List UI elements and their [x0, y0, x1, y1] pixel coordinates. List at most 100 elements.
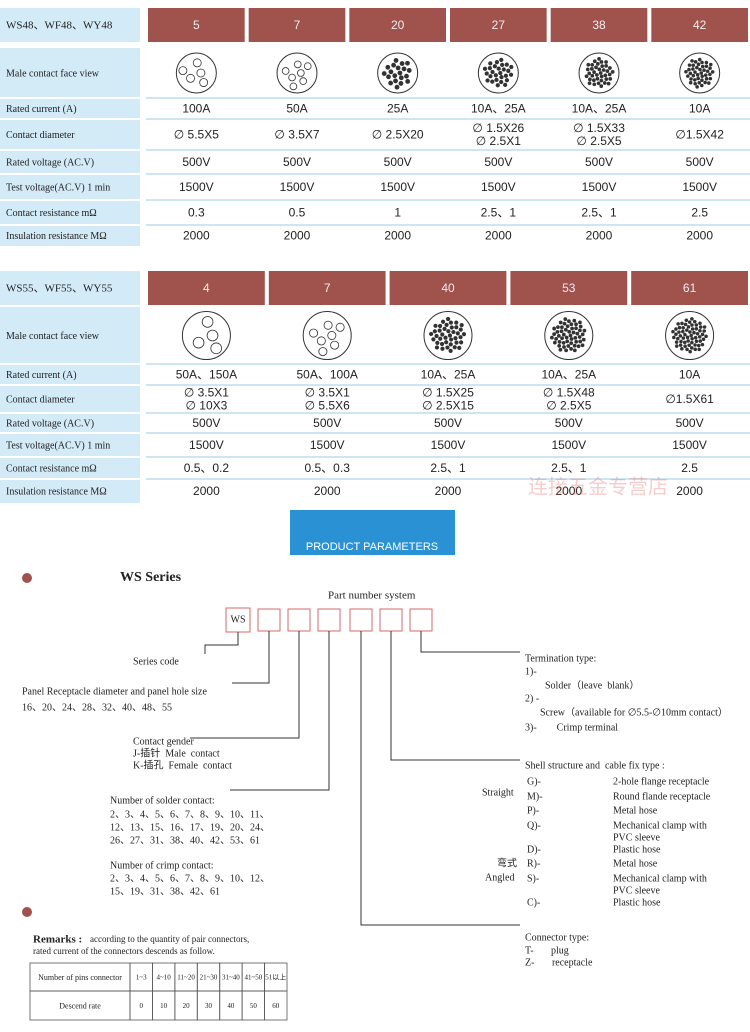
- pin: [392, 73, 398, 79]
- label: Screw（available for ∅5.5-∅10mm contact）: [540, 706, 728, 718]
- pin: [504, 78, 510, 83]
- pin: [557, 340, 562, 344]
- cell-value: 2.5、1: [481, 206, 517, 220]
- label: Shell structure and cable fix type :: [525, 760, 665, 771]
- cell-value: 2.5: [691, 206, 708, 220]
- pin: [697, 335, 702, 339]
- pin: [693, 70, 697, 74]
- cell-value: 2000: [183, 229, 210, 243]
- cell-value: ∅ 5.5X6: [305, 399, 350, 413]
- pin: [703, 73, 708, 78]
- row-label: Rated current (A): [6, 104, 77, 115]
- cell-value: 500V: [313, 416, 341, 430]
- pin: [565, 324, 570, 329]
- pin: [446, 329, 451, 334]
- pin: [684, 69, 688, 74]
- pin: [592, 59, 597, 64]
- pin: [687, 63, 692, 67]
- pin: [595, 73, 599, 77]
- pin: [499, 57, 504, 63]
- pin: [700, 78, 704, 82]
- pin: [698, 339, 703, 343]
- table-text: 4~10: [156, 974, 171, 982]
- pin: [454, 320, 459, 325]
- pin: [682, 340, 687, 345]
- pin: [560, 336, 564, 341]
- remarks-title: Remarks :: [33, 934, 82, 946]
- cell-value: 1500V: [682, 180, 717, 194]
- pin: [599, 78, 604, 83]
- cell-value: ∅ 2.5X5: [576, 134, 621, 148]
- shell-desc: Mechanical clamp with: [613, 873, 707, 884]
- pin: [688, 80, 693, 85]
- table-text: 50: [250, 1002, 258, 1010]
- pin: [386, 74, 391, 80]
- shell-code: D)-: [527, 844, 541, 855]
- column-label: 4: [203, 281, 210, 295]
- column-label: 40: [441, 281, 455, 295]
- pin: [597, 57, 601, 61]
- pin: [700, 342, 705, 347]
- pin: [393, 78, 398, 84]
- pin: [686, 325, 691, 329]
- pin: [604, 77, 609, 81]
- pin: [697, 57, 702, 62]
- pin: [677, 325, 682, 330]
- part-number-section: WS Series Part number system WS Series c…: [22, 570, 728, 968]
- pin: [399, 61, 405, 66]
- cell-value: 1500V: [431, 438, 466, 452]
- pin: [552, 326, 557, 331]
- column-header: [450, 8, 547, 42]
- pin: [186, 73, 195, 83]
- pin: [698, 325, 703, 329]
- pin: [566, 319, 571, 324]
- row-label: Rated voltage (AC.V): [6, 157, 94, 168]
- pin: [695, 85, 699, 89]
- pin: [690, 340, 694, 345]
- pin: [435, 340, 440, 346]
- pin: [433, 323, 438, 328]
- cell-value: 500V: [434, 416, 462, 430]
- pin: [556, 325, 560, 329]
- cell-value: 500V: [555, 416, 583, 430]
- header-cell: [0, 271, 140, 305]
- cell-value: 10A: [679, 368, 700, 382]
- pin: [438, 336, 443, 341]
- column-label: 7: [324, 281, 331, 295]
- cell-value: ∅ 1.5X25: [422, 386, 474, 400]
- pin: [448, 348, 453, 353]
- cell-value: 50A、150A: [176, 368, 237, 382]
- pin: [318, 347, 328, 357]
- pin: [559, 329, 564, 334]
- label: K-插孔 Female contact: [133, 758, 232, 771]
- pin: [687, 343, 691, 348]
- pin: [574, 322, 578, 327]
- pin: [699, 71, 704, 75]
- cell-value: 2.5、1: [551, 461, 587, 475]
- pin: [678, 334, 683, 338]
- label: 3)- Crimp terminal: [525, 722, 618, 733]
- table-text: 41~50: [244, 974, 262, 982]
- pin: [405, 60, 410, 66]
- column-label: 61: [683, 281, 697, 295]
- pin: [569, 322, 574, 327]
- table-text: Number of pins connector: [38, 973, 122, 982]
- cell-value: 1500V: [280, 180, 315, 194]
- pin: [598, 71, 603, 75]
- pin: [696, 343, 701, 348]
- pin: [600, 64, 605, 69]
- pin: [393, 58, 399, 63]
- pin: [388, 69, 394, 75]
- label: Panel Receptacle diameter and panel hole…: [22, 686, 207, 697]
- leader-lines: [190, 631, 520, 926]
- pin: [683, 322, 688, 327]
- pin: [401, 66, 407, 72]
- pin: [576, 344, 581, 349]
- pin: [693, 347, 698, 352]
- pin: [601, 68, 606, 72]
- pin: [708, 66, 712, 70]
- pin: [671, 329, 675, 334]
- pin: [316, 336, 326, 346]
- table-text: Descend rate: [59, 1001, 101, 1010]
- cell-value: 10A、25A: [572, 102, 627, 116]
